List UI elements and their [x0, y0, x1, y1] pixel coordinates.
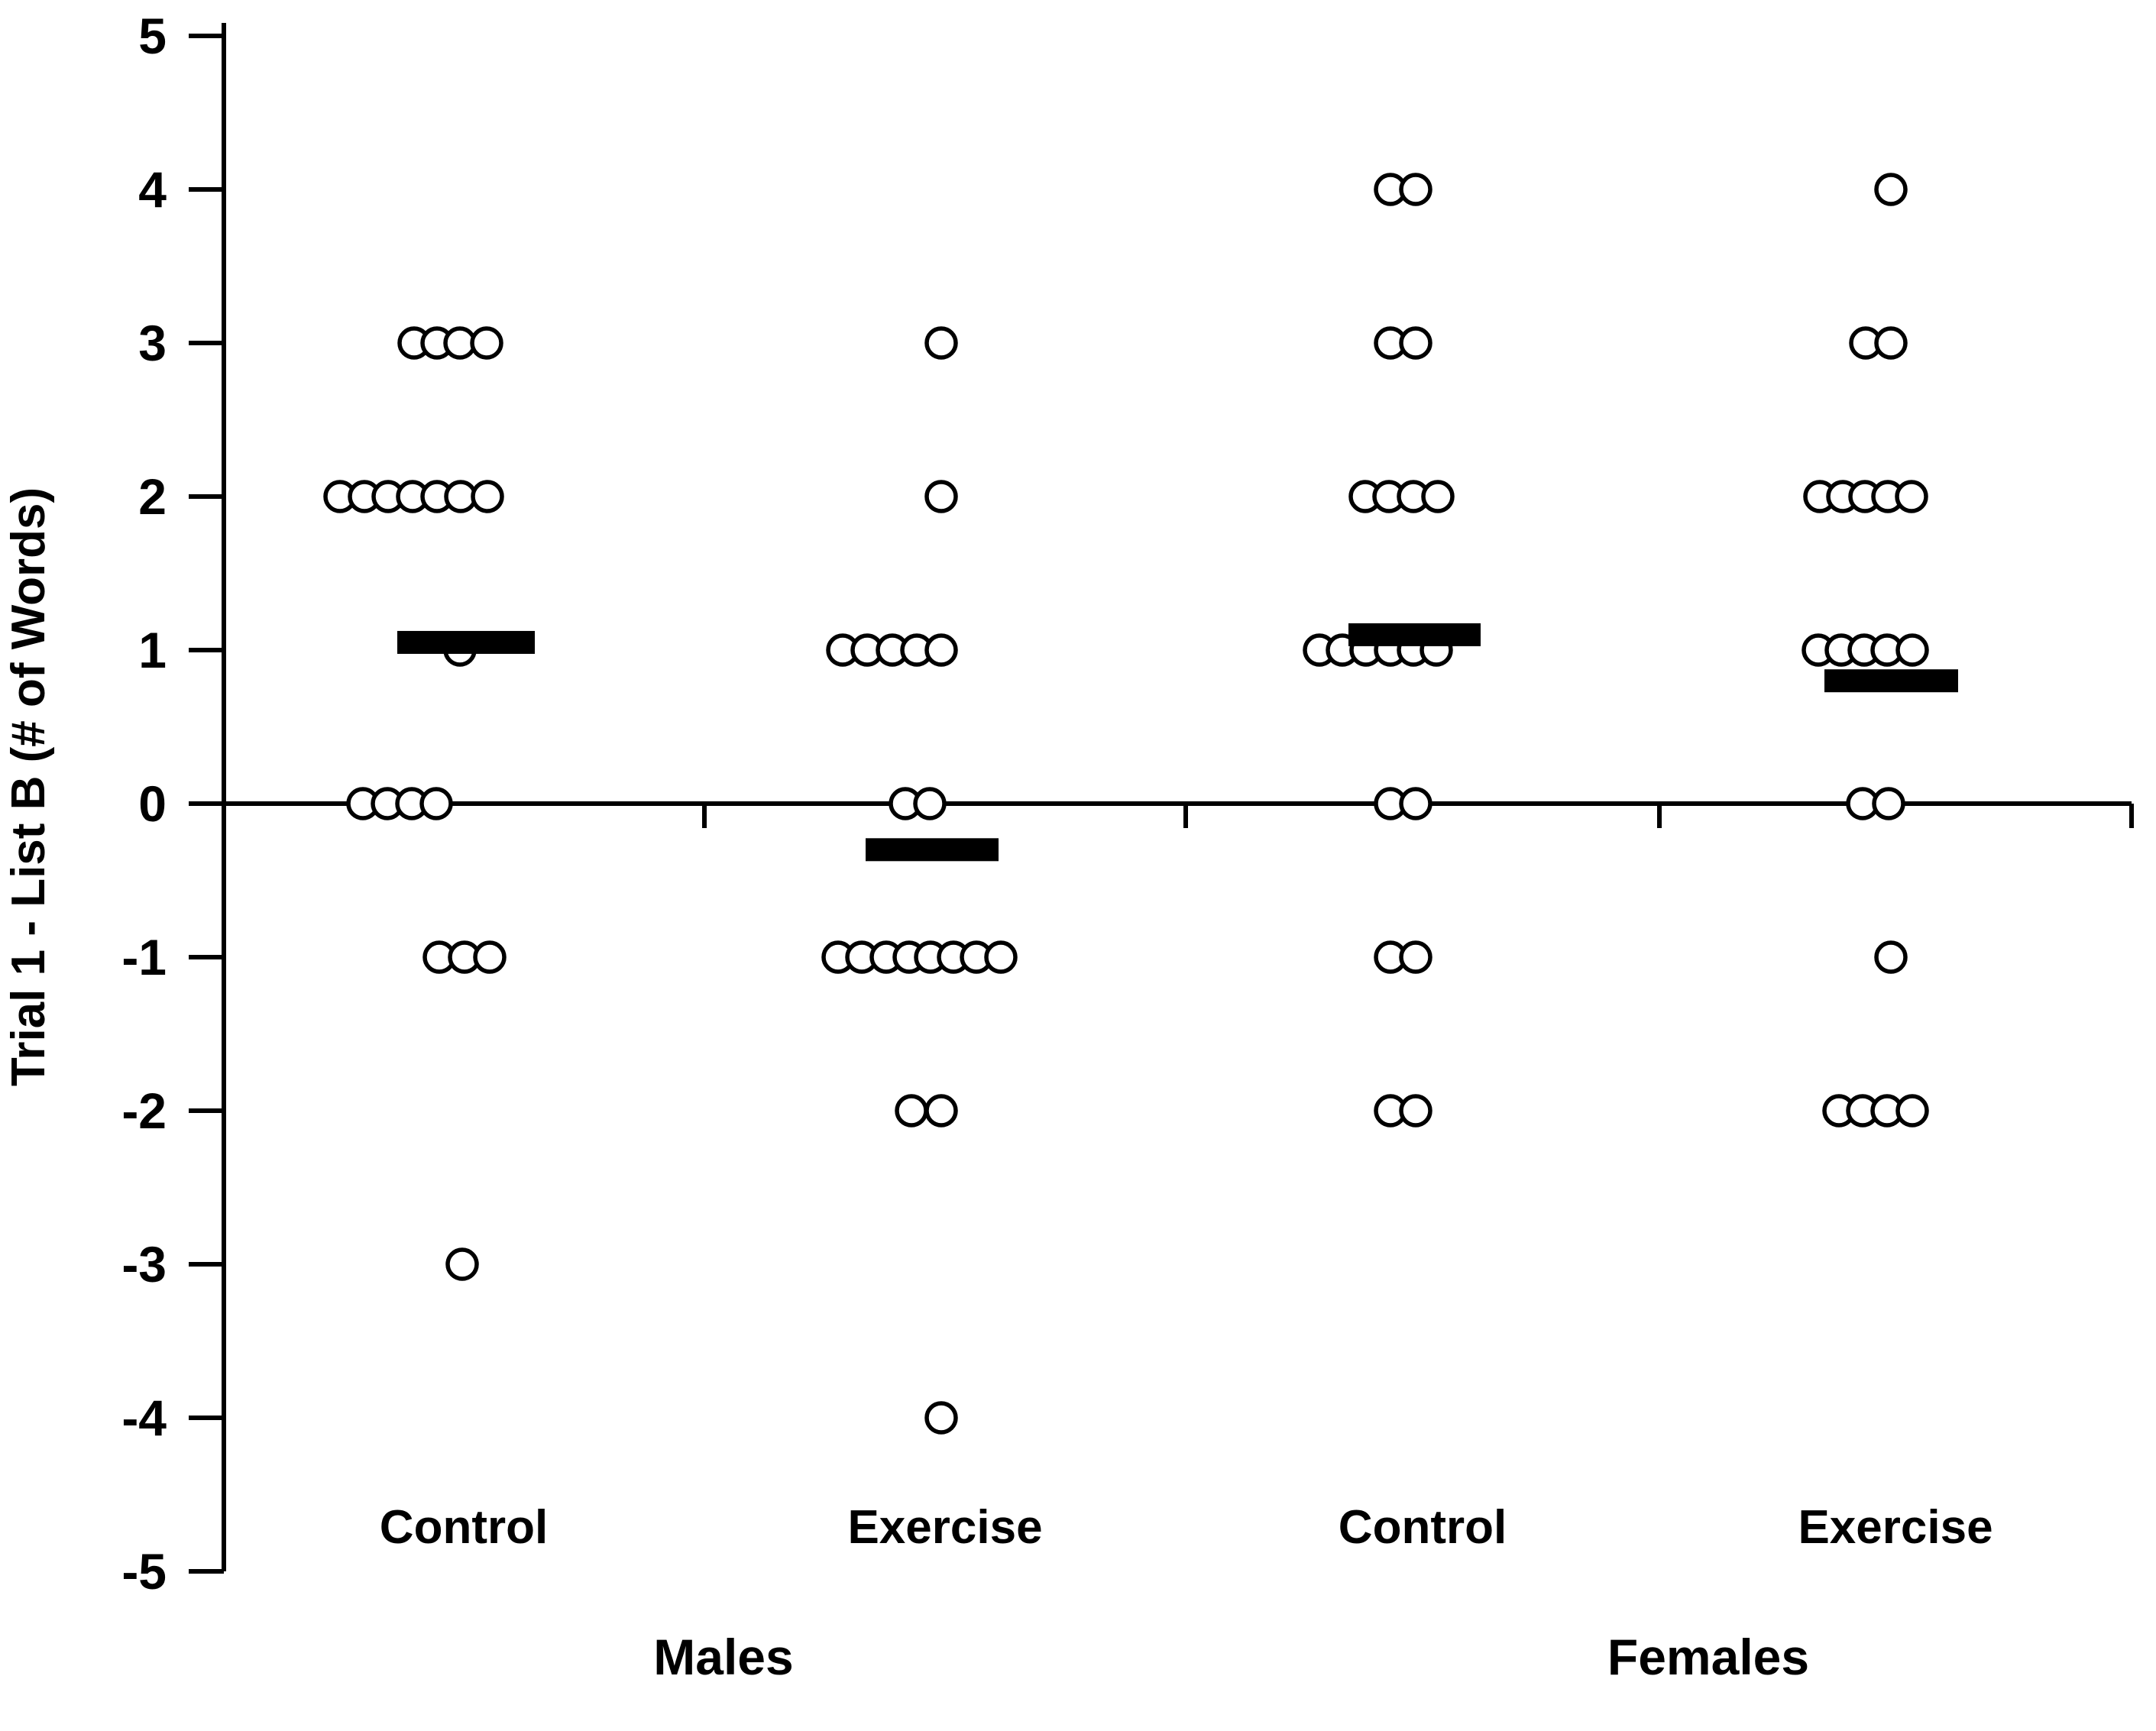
- data-point-circle: [924, 326, 958, 360]
- y-tick-label: -2: [121, 1082, 167, 1139]
- data-point-circle: [1874, 940, 1908, 974]
- data-point-circle: [895, 1094, 928, 1128]
- sex-group-labels: Males Females: [653, 1629, 1809, 1685]
- condition-label: Control: [1339, 1501, 1507, 1554]
- y-tick-label: -5: [121, 1543, 167, 1600]
- data-point-circle: [1399, 1094, 1432, 1128]
- y-tick-label: 0: [138, 775, 167, 832]
- condition-label: Exercise: [1798, 1501, 1993, 1554]
- sex-group-label: Females: [1607, 1629, 1809, 1685]
- mean-bar: [397, 630, 535, 654]
- y-tick-label: 1: [138, 622, 167, 678]
- mean-bar: [866, 838, 999, 862]
- y-tick-label: -4: [121, 1390, 167, 1446]
- data-point-circle: [913, 787, 947, 820]
- data-point-circle: [1874, 173, 1908, 206]
- data-point-circle: [1872, 787, 1905, 820]
- data-point-circle: [1874, 326, 1908, 360]
- data-point-circle: [1895, 480, 1928, 513]
- mean-bar: [1824, 669, 1958, 693]
- data-point-circle: [924, 1401, 958, 1435]
- data-point-circle: [470, 326, 503, 360]
- y-tick-label: -3: [121, 1236, 167, 1293]
- y-tick-label: 5: [138, 8, 167, 64]
- y-tick-label: -1: [121, 929, 167, 985]
- data-point-circle: [924, 480, 958, 513]
- data-point-circle: [1399, 326, 1432, 360]
- data-point-circle: [1399, 787, 1432, 820]
- data-point-circle: [471, 480, 504, 513]
- y-tick-label: 4: [138, 161, 167, 218]
- zero-baseline: [224, 801, 2134, 828]
- data-point-circle: [1399, 173, 1432, 206]
- y-axis: 5 4 3 2 1 0 -1 -2 -3 -4 -5: [121, 8, 226, 1600]
- data-point-circle: [445, 1247, 479, 1281]
- data-point-circle: [924, 1094, 958, 1128]
- data-point-circle: [1399, 940, 1432, 974]
- category-labels: Control Exercise Control Exercise: [380, 1501, 1993, 1554]
- data-point-circle: [419, 787, 453, 820]
- mean-bars: [397, 623, 1958, 862]
- data-point-circle: [1421, 480, 1455, 513]
- y-tick-label: 3: [138, 315, 167, 371]
- mean-bar: [1348, 623, 1481, 646]
- y-axis-title: Trial 1 - List B (# of Words): [2, 487, 55, 1086]
- data-point-circle: [473, 940, 507, 974]
- data-point-circle: [984, 940, 1018, 974]
- data-point-circle: [1895, 1094, 1929, 1128]
- condition-label: Control: [380, 1501, 548, 1554]
- sex-group-label: Males: [653, 1629, 793, 1685]
- data-point-circle: [924, 633, 958, 667]
- condition-label: Exercise: [847, 1501, 1042, 1554]
- data-points: [323, 173, 1929, 1435]
- data-point-circle: [1895, 633, 1929, 667]
- y-tick-label: 2: [138, 468, 167, 525]
